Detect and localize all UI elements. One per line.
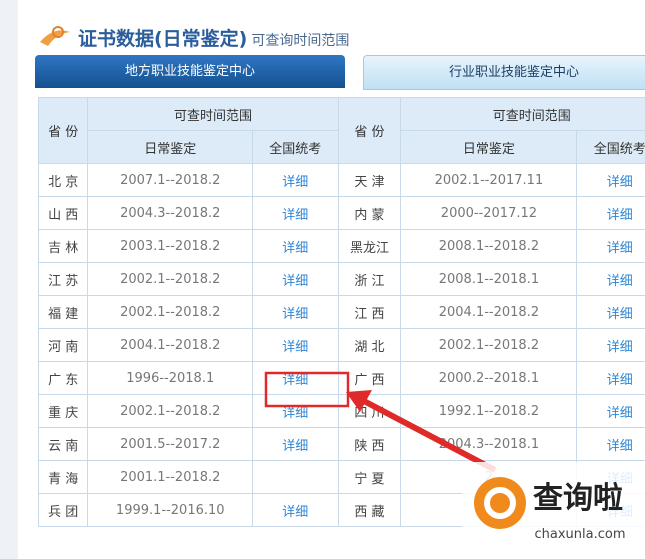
table-cell: 内 蒙 <box>337 196 402 230</box>
table-row: 省 份可查时间范围省 份可查时间范围 <box>37 97 645 164</box>
table-cell: 吉 林 <box>37 229 89 263</box>
table-cell: 2002.1--2018.2 <box>87 295 253 329</box>
table-cell: 2004.1--2018.2 <box>87 328 253 362</box>
table-cell: 2002.1--2017.11 <box>400 163 578 197</box>
table-cell: 云 南 <box>37 427 89 461</box>
table-cell[interactable]: 详细 <box>576 394 645 428</box>
table-cell: 2000--2017.12 <box>400 196 578 230</box>
table-cell: 省 份 <box>337 97 402 164</box>
table-row: 福 建 2002.1--2018.2 详细江 西 2004.1--2018.2 详细 <box>37 295 645 329</box>
table-cell: 2 <box>400 460 578 494</box>
table-cell: 2008.1--2018.2 <box>400 229 578 263</box>
table-cell[interactable]: 详细 <box>576 262 645 296</box>
table-cell: 2001.5--2017.2 <box>87 427 253 461</box>
table-cell[interactable]: 详细 <box>576 328 645 362</box>
table-cell[interactable]: 详细 <box>576 196 645 230</box>
table-row: 吉 林 2003.1--2018.2 详细 黑龙江 2008.1--2018.2 详细 <box>37 229 645 263</box>
table-cell[interactable]: 详细 <box>252 196 339 230</box>
table-cell: 1996--2018.1 <box>87 361 253 395</box>
table-cell[interactable]: 详细 <box>252 295 339 329</box>
table-row: 兵 团 1999.1--2016.10 详细西 藏 20 详细 <box>37 493 645 527</box>
table-cell[interactable]: 详细 <box>252 394 339 428</box>
table-cell: 天 津 <box>337 163 402 197</box>
table-row: 青 海 2001.1--2018.2 宁 夏 2 详细 <box>37 460 645 494</box>
table-cell: 2007.1--2018.2 <box>87 163 253 197</box>
table-cell[interactable]: 详细 <box>252 229 339 263</box>
table-cell: 江 西 <box>337 295 402 329</box>
table-cell: 重 庆 <box>37 394 89 428</box>
table-row: 云 南 2001.5--2017.2 详细陕 西 2004.3--2018.1 详细 <box>37 427 645 461</box>
table-cell: 可查时间范围 <box>400 97 645 131</box>
table-cell: 陕 西 <box>337 427 402 461</box>
subtitle: 可查询时间范围 <box>251 33 350 49</box>
table-cell: 2001.1--2018.2 <box>87 460 253 494</box>
table-cell: 20 <box>400 493 578 527</box>
table-cell: 2004.3--2018.1 <box>400 427 578 461</box>
table-cell: 2008.1--2018.1 <box>400 262 578 296</box>
table-row: 广 东 1996--2018.1 详细广 西 2000.2--2018.1 详细 <box>37 361 645 395</box>
table-cell: 青 海 <box>37 460 89 494</box>
table-cell: 日常鉴定 <box>400 130 578 164</box>
table-cell: 兵 团 <box>37 493 89 527</box>
table-cell: 西 藏 <box>337 493 402 527</box>
table-cell: 广 西 <box>337 361 402 395</box>
table-cell: 全国统考 <box>576 130 645 164</box>
table-cell: 河 南 <box>37 328 89 362</box>
icon <box>40 26 70 46</box>
table-cell: 1992.1--2018.2 <box>400 394 578 428</box>
table-cell: 2003.1--2018.2 <box>87 229 253 263</box>
watermark-url: chaxunla.com <box>535 527 626 542</box>
table-cell: 全国统考 <box>252 130 339 164</box>
table-cell: 广 东 <box>37 361 89 395</box>
table-cell[interactable]: 详细 <box>252 361 339 395</box>
table-cell[interactable]: 详细 <box>252 328 339 362</box>
table-row: 重 庆 2002.1--2018.2 详细四 川 1992.1--2018.2 详细 <box>37 394 645 428</box>
table-cell: 北 京 <box>37 163 89 197</box>
table-cell: 2004.1--2018.2 <box>400 295 578 329</box>
table-cell[interactable]: 详细 <box>576 427 645 461</box>
table-cell: 黑龙江 <box>337 229 402 263</box>
table-cell[interactable]: 详细 <box>576 295 645 329</box>
table-cell: 福 建 <box>37 295 89 329</box>
table-cell[interactable]: 详细 <box>252 262 339 296</box>
table-cell: 山 西 <box>37 196 89 230</box>
data-table: 省 份可查时间范围省 份可查时间范围 日常鉴定 全国统考 日常鉴定 全国统考北 京 200… <box>37 97 645 527</box>
table-cell: 宁 夏 <box>337 460 402 494</box>
title: 证书数据(日常鉴定) 可查询时间范围 <box>78 24 349 51</box>
table-row: 河 南 2004.1--2018.2 详细湖 北 2002.1--2018.2 详细 <box>37 328 645 362</box>
table-cell: 2002.1--2018.2 <box>87 262 253 296</box>
table-cell[interactable]: 详细 <box>576 460 645 494</box>
table-cell: 省 份 <box>37 97 89 164</box>
table-cell[interactable]: 详细 <box>576 493 645 527</box>
table-row: 山 西 2004.3--2018.2 详细内 蒙 2000--2017.12 详细 <box>37 196 645 230</box>
page: 证书数据(日常鉴定) 可查询时间范围 地方职业技能鉴定中心 行业职业技能鉴定中心 … <box>18 0 645 559</box>
table-cell: 四 川 <box>337 394 402 428</box>
table-cell: 2002.1--2018.2 <box>87 394 253 428</box>
tab[interactable]: 行业职业技能鉴定中心 <box>363 55 645 90</box>
table-cell: 湖 北 <box>337 328 402 362</box>
table-row: 北 京 2007.1--2018.2 详细天 津 2002.1--2017.11 详细 <box>37 163 645 197</box>
table-cell[interactable]: 详细 <box>576 163 645 197</box>
table-cell <box>252 460 339 494</box>
table-cell[interactable]: 详细 <box>576 361 645 395</box>
table-cell: 2004.3--2018.2 <box>87 196 253 230</box>
table-cell[interactable]: 详细 <box>252 427 339 461</box>
tab[interactable]: 地方职业技能鉴定中心 <box>35 55 345 88</box>
table-cell: 浙 江 <box>337 262 402 296</box>
table-cell: 日常鉴定 <box>87 130 253 164</box>
table-cell: 江 苏 <box>37 262 89 296</box>
table-cell: 可查时间范围 <box>87 97 339 131</box>
table-cell: 1999.1--2016.10 <box>87 493 253 527</box>
table-cell: 2000.2--2018.1 <box>400 361 578 395</box>
table-cell[interactable]: 详细 <box>252 163 339 197</box>
table-cell: 2002.1--2018.2 <box>400 328 578 362</box>
table-cell[interactable]: 详细 <box>252 493 339 527</box>
table-row: 江 苏 2002.1--2018.2 详细浙 江 2008.1--2018.1 详细 <box>37 262 645 296</box>
table-cell[interactable]: 详细 <box>576 229 645 263</box>
title-text: 证书数据(日常鉴定) <box>78 28 248 50</box>
